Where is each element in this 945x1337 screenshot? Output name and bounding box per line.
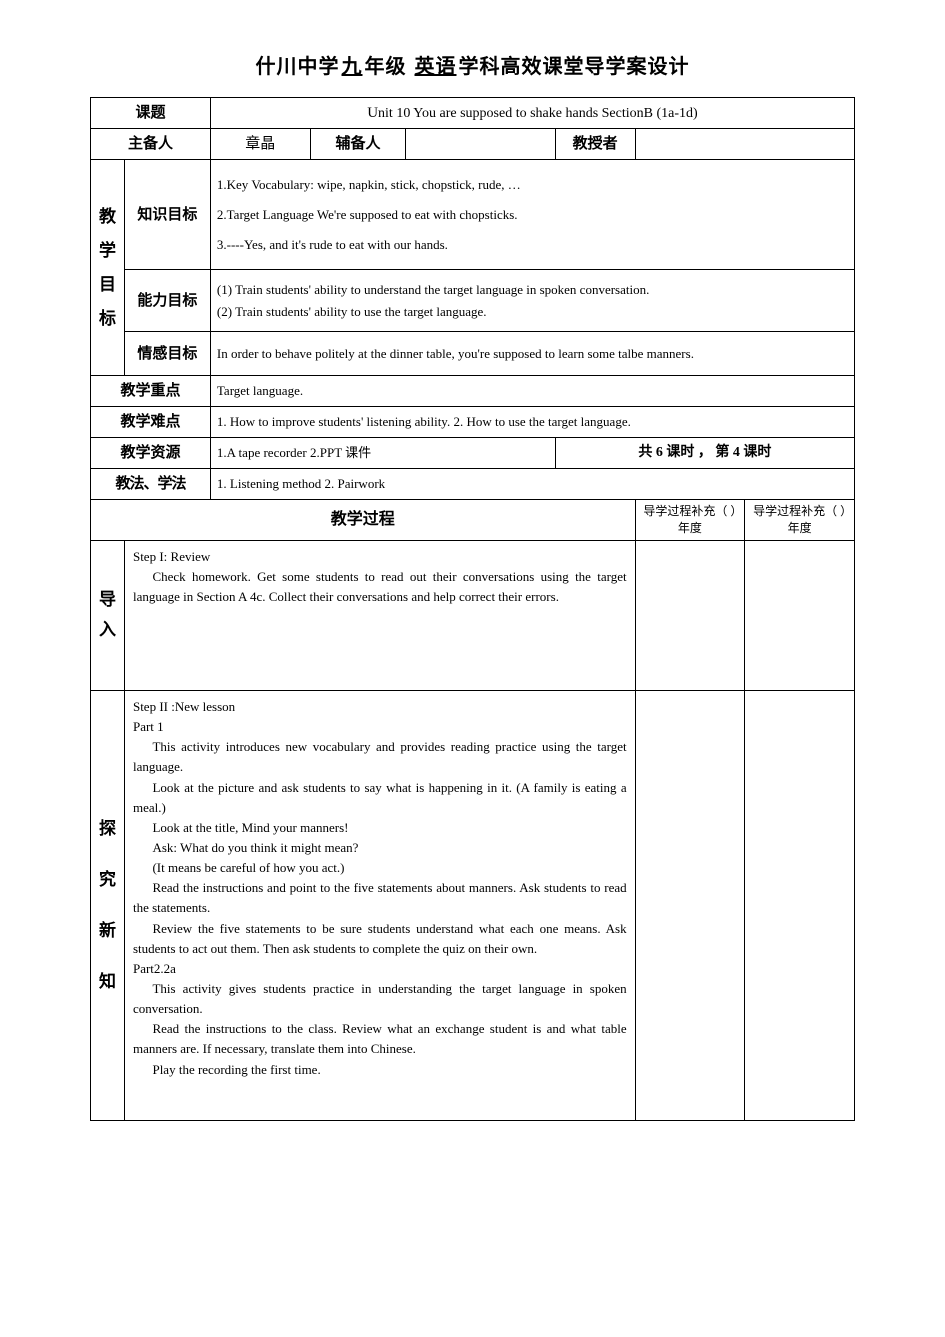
explore-p2: Part2.2a: [133, 959, 627, 979]
intro-content: Step I: Review Check homework. Get some …: [124, 540, 635, 690]
explore-v3: 新: [99, 921, 116, 940]
lesson-info: 共 6 课时 ， 第 4 课时: [555, 438, 854, 469]
emotion-content: In order to behave politely at the dinne…: [210, 332, 854, 376]
row-explore: 探 究 新 知 Step II :New lesson Part 1 This …: [91, 690, 855, 1120]
teacher-value: [635, 129, 854, 160]
supp-header-2: 导学过程补充（ ）年度: [745, 500, 855, 541]
explore-v1: 探: [99, 819, 116, 838]
explore-v4: 知: [99, 972, 116, 991]
explore-l10: Play the recording the first time.: [133, 1060, 627, 1080]
title-subject: 英语: [413, 56, 459, 78]
emotion-label: 情感目标: [124, 332, 210, 376]
resource-value: 1.A tape recorder 2.PPT 课件: [210, 438, 555, 469]
row-knowledge: 教学目标 知识目标 1.Key Vocabulary: wipe, napkin…: [91, 160, 855, 270]
knowledge-label: 知识目标: [124, 160, 210, 270]
difficulty-value: 1. How to improve students' listening ab…: [210, 407, 854, 438]
keypoint-label: 教学重点: [91, 376, 211, 407]
ability-content: (1) Train students' ability to understan…: [210, 270, 854, 332]
knowledge-line1: 1.Key Vocabulary: wipe, napkin, stick, c…: [217, 174, 848, 196]
title-suffix: 学科高效课堂导学案设计: [459, 56, 690, 78]
objectives-vlabel: 教学目标: [91, 160, 125, 376]
topic-value: Unit 10 You are supposed to shake hands …: [210, 98, 854, 129]
explore-l5: (It means be careful of how you act.): [133, 858, 627, 878]
row-ability: 能力目标 (1) Train students' ability to unde…: [91, 270, 855, 332]
explore-supp1: [635, 690, 745, 1120]
explore-p1: Part 1: [133, 717, 627, 737]
row-resource: 教学资源 1.A tape recorder 2.PPT 课件 共 6 课时 ，…: [91, 438, 855, 469]
topic-u: U: [367, 105, 378, 121]
explore-l7: Review the five statements to be sure st…: [133, 919, 627, 959]
process-header: 教学过程: [91, 500, 636, 541]
assistant-label: 辅备人: [310, 129, 406, 160]
main-preparer-value: 章晶: [210, 129, 310, 160]
intro-supp2: [745, 540, 855, 690]
explore-l2: Look at the picture and ask students to …: [133, 778, 627, 818]
lesson-plan-table: 课题 Unit 10 You are supposed to shake han…: [90, 97, 855, 1121]
row-method: 教法、学法 1. Listening method 2. Pairwork: [91, 469, 855, 500]
intro-supp1: [635, 540, 745, 690]
title-school: 什川中学: [256, 56, 340, 78]
explore-l9: Read the instructions to the class. Revi…: [133, 1019, 627, 1059]
teacher-label: 教授者: [555, 129, 635, 160]
explore-v2: 究: [99, 870, 116, 889]
explore-supp2: [745, 690, 855, 1120]
main-preparer-label: 主备人: [91, 129, 211, 160]
explore-l3: Look at the title, Mind your manners!: [133, 818, 627, 838]
row-keypoint: 教学重点 Target language.: [91, 376, 855, 407]
difficulty-label: 教学难点: [91, 407, 211, 438]
topic-rest: nit 10 You are supposed to shake hands S…: [378, 106, 698, 121]
explore-vlabel: 探 究 新 知: [91, 690, 125, 1120]
explore-l4: Ask: What do you think it might mean?: [133, 838, 627, 858]
intro-step: Step I: Review: [133, 547, 627, 567]
method-value: 1. Listening method 2. Pairwork: [210, 469, 854, 500]
ability-label: 能力目标: [124, 270, 210, 332]
keypoint-value: Target language.: [210, 376, 854, 407]
resource-label: 教学资源: [91, 438, 211, 469]
explore-content: Step II :New lesson Part 1 This activity…: [124, 690, 635, 1120]
intro-vlabel: 导 入: [91, 540, 125, 690]
intro-v2: 入: [99, 620, 116, 639]
intro-v1: 导: [99, 590, 116, 609]
topic-label: 课题: [91, 98, 211, 129]
page-title: 什川中学九年级 英语学科高效课堂导学案设计: [90, 50, 855, 79]
row-topic: 课题 Unit 10 You are supposed to shake han…: [91, 98, 855, 129]
title-grade: 九: [340, 56, 365, 78]
row-difficulty: 教学难点 1. How to improve students' listeni…: [91, 407, 855, 438]
row-preparer: 主备人 章晶 辅备人 教授者: [91, 129, 855, 160]
row-process-header: 教学过程 导学过程补充（ ）年度 导学过程补充（ ）年度: [91, 500, 855, 541]
explore-l1: This activity introduces new vocabulary …: [133, 737, 627, 777]
method-label: 教法、学法: [91, 469, 211, 500]
intro-line1: Check homework. Get some students to rea…: [133, 567, 627, 607]
explore-step: Step II :New lesson: [133, 697, 627, 717]
assistant-value: [406, 129, 555, 160]
supp-header-1: 导学过程补充（ ）年度: [635, 500, 745, 541]
row-emotion: 情感目标 In order to behave politely at the …: [91, 332, 855, 376]
explore-l8: This activity gives students practice in…: [133, 979, 627, 1019]
row-intro: 导 入 Step I: Review Check homework. Get s…: [91, 540, 855, 690]
knowledge-line2: 2.Target Language We're supposed to eat …: [217, 204, 848, 226]
title-mid: 年级: [365, 56, 407, 78]
explore-l6: Read the instructions and point to the f…: [133, 878, 627, 918]
ability-line2: (2) Train students' ability to use the t…: [217, 301, 848, 323]
knowledge-line3: 3.----Yes, and it's rude to eat with our…: [217, 234, 848, 256]
ability-line1: (1) Train students' ability to understan…: [217, 279, 848, 301]
knowledge-content: 1.Key Vocabulary: wipe, napkin, stick, c…: [210, 160, 854, 270]
